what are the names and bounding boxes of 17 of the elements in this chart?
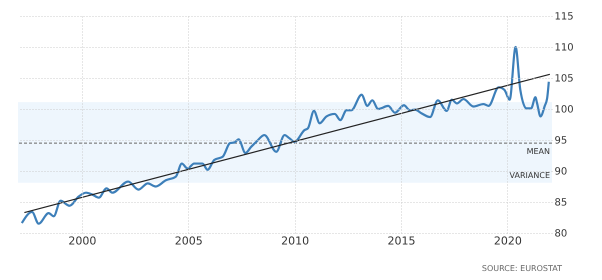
y-tick-label: 80 <box>554 228 568 240</box>
y-tick-label: 90 <box>554 166 568 178</box>
y-tick-label: 115 <box>554 12 574 22</box>
band-label: VARIANCE <box>510 170 550 180</box>
line-series <box>20 46 550 225</box>
y-tick-label: 100 <box>554 104 574 116</box>
ref-line-label: MEAN <box>526 147 550 156</box>
x-tick-label: 2005 <box>174 234 203 248</box>
y-tick-label: 105 <box>554 74 574 84</box>
y-tick-label: 110 <box>554 42 574 54</box>
source-note: SOURCE: EUROSTAT <box>482 264 562 273</box>
y-tick-label: 85 <box>554 198 568 208</box>
x-tick-label: 2015 <box>387 234 416 248</box>
x-tick-label: 2020 <box>494 234 522 248</box>
x-tick-label: 2000 <box>68 234 96 248</box>
y-tick-label: 95 <box>554 136 568 146</box>
x-tick-label: 2010 <box>281 234 310 248</box>
